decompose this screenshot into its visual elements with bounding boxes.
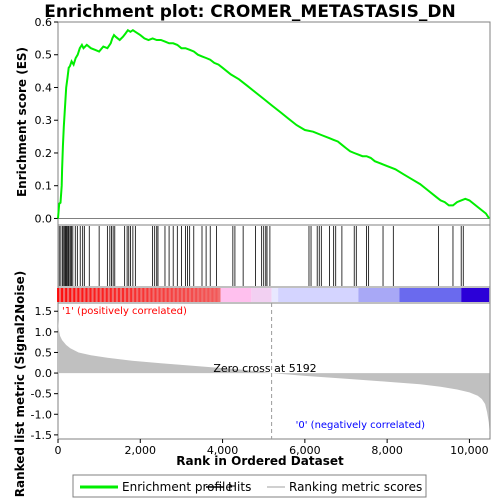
zero-cross-label: Zero cross at 5192 xyxy=(213,362,316,375)
x-tick-label: 2,000 xyxy=(125,444,157,457)
x-tick-label: 0 xyxy=(55,444,62,457)
chart-title: Enrichment plot: CROMER_METASTASIS_DN xyxy=(44,2,455,22)
color-bar-segment xyxy=(220,288,252,302)
color-bar-segment xyxy=(461,288,490,302)
x-tick-label: 4,000 xyxy=(207,444,239,457)
metric-y-tick-label: 0.5 xyxy=(35,346,53,359)
x-tick-label: 6,000 xyxy=(289,444,321,457)
metric-y-tick-label: 0.0 xyxy=(35,367,53,380)
legend-label: Enrichment profile xyxy=(122,480,233,494)
enrichment-panel-frame xyxy=(57,21,491,226)
x-tick-label: 8,000 xyxy=(371,444,403,457)
color-bar-segment xyxy=(271,288,279,302)
es-y-tick-label: 0.6 xyxy=(35,16,53,29)
legend-label: Hits xyxy=(228,480,251,494)
es-y-axis-label: Enrichment score (ES) xyxy=(15,47,29,197)
metric-y-tick-label: -0.5 xyxy=(31,388,52,401)
es-y-ticks: 0.0 0.1 0.2 0.3 0.4 0.5 0.6 xyxy=(35,16,58,225)
x-tick-label: 10,000 xyxy=(450,444,489,457)
color-bar-segment xyxy=(358,288,400,302)
x-axis-ticks: 0 2,000 4,000 6,000 8,000 10,000 xyxy=(55,439,489,457)
es-y-tick-label: 0.4 xyxy=(35,81,53,94)
metric-y-tick-label: 1.0 xyxy=(35,326,53,339)
es-y-tick-label: 0.2 xyxy=(35,147,53,160)
ranked-metric-fill xyxy=(58,319,490,432)
es-y-tick-label: 0.5 xyxy=(35,49,53,62)
hits-panel-frame xyxy=(57,224,491,288)
es-y-tick-label: 0.0 xyxy=(35,212,53,225)
color-bar-segment xyxy=(251,288,272,302)
color-bar-segment xyxy=(278,288,359,302)
color-bar-segments xyxy=(57,288,490,302)
ranked-metric-area xyxy=(58,319,490,432)
metric-y-tick-label: -1.0 xyxy=(31,408,52,421)
es-series xyxy=(57,28,491,220)
legend-label: Ranking metric scores xyxy=(289,480,422,494)
ranked-metric-panel: -1.5 -1.0 -0.5 0.0 0.5 1.0 1.5 Zero cross at 5… xyxy=(13,271,491,498)
legend-frame xyxy=(72,474,427,498)
negative-correlation-label: '0' (negatively correlated) xyxy=(296,420,425,431)
hits-panel xyxy=(57,224,491,288)
x-axis-label: Rank in Ordered Dataset xyxy=(176,454,344,468)
positive-correlation-label: '1' (positively correlated) xyxy=(62,306,187,317)
color-bar-segment xyxy=(399,288,462,302)
hit-lines xyxy=(58,226,464,286)
enrichment-panel: 0.0 0.1 0.2 0.3 0.4 0.5 0.6 Enrichment score (… xyxy=(15,16,491,226)
metric-y-ticks: -1.5 -1.0 -0.5 0.0 0.5 1.0 1.5 xyxy=(31,305,58,442)
rank-color-bar xyxy=(57,286,491,304)
metric-y-tick-label: -1.5 xyxy=(31,429,52,442)
metric-y-axis-label: Ranked list metric (Signal2Noise) xyxy=(13,271,27,498)
enrichment-profile-line xyxy=(57,28,491,220)
metric-y-tick-label: 1.5 xyxy=(35,305,53,318)
es-y-tick-label: 0.1 xyxy=(35,180,53,193)
es-y-tick-label: 0.3 xyxy=(35,114,53,127)
